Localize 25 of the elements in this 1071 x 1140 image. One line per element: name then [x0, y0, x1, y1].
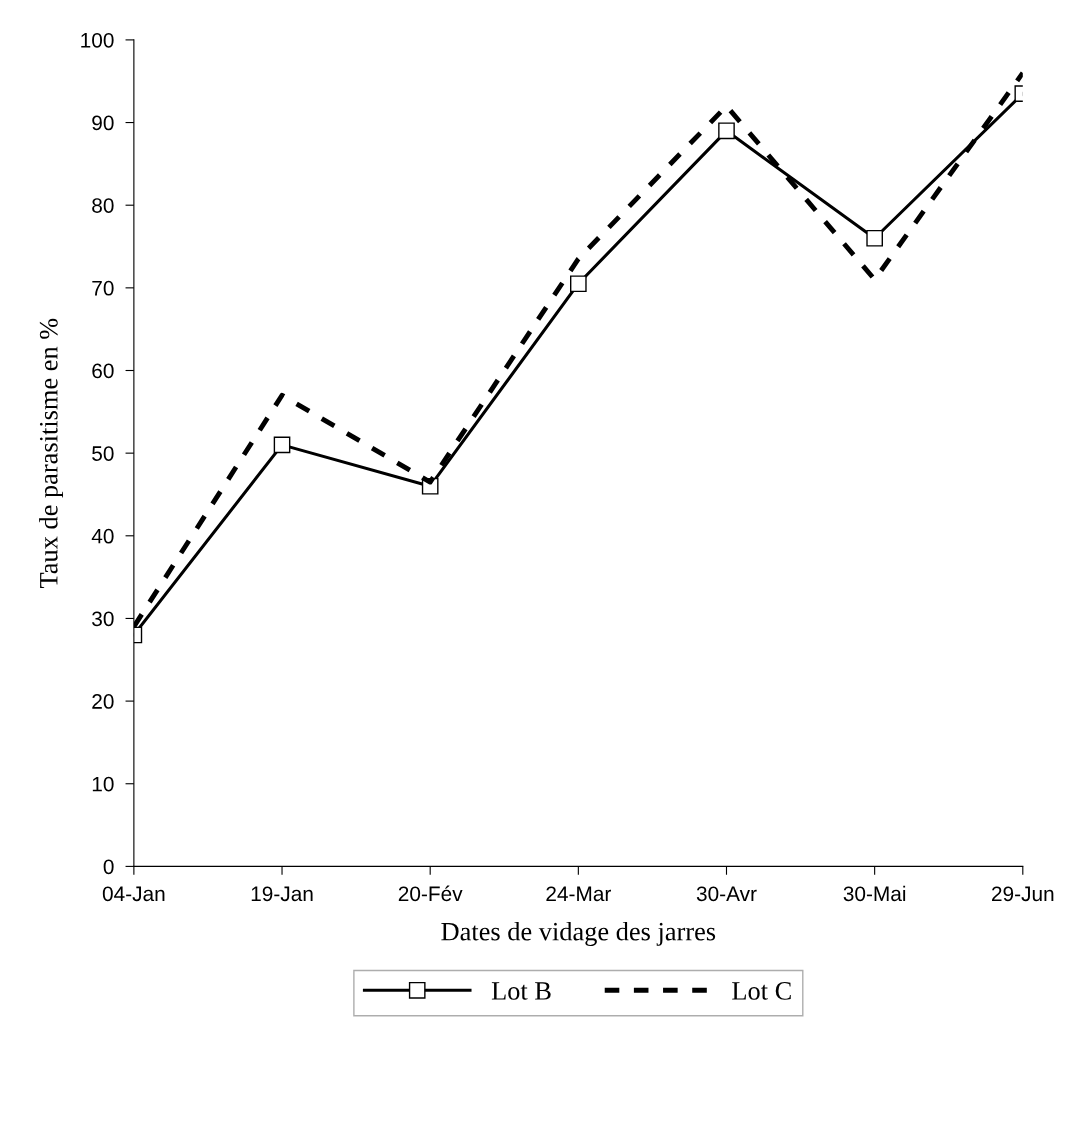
x-tick-label: 29-Jun	[992, 886, 1054, 902]
y-tick-label: 10	[92, 776, 114, 792]
y-tick-label: 90	[92, 115, 114, 131]
point	[718, 122, 735, 140]
y-tick-label: 30	[92, 611, 114, 627]
y-tick-label: 40	[91, 528, 114, 544]
x-axis-title: Dates de vidage des jarres	[441, 921, 716, 946]
legend-label: Lot C	[732, 982, 791, 1000]
x-tick-label: 30-Mai	[843, 885, 906, 902]
point	[570, 275, 587, 293]
y-tick-label: 80	[92, 198, 114, 213]
y-tick-label: 100	[81, 32, 114, 48]
x-tick-label: 30-Avr	[696, 886, 757, 902]
y-tick-label: 20	[92, 694, 114, 709]
x-tick-label: 19-Jan	[251, 886, 313, 902]
y-tick-label: 0	[103, 859, 114, 875]
point	[866, 229, 883, 247]
y-tick-label: 70	[92, 280, 114, 296]
legend-label: Lot B	[491, 982, 551, 1000]
x-tick-label: 20-Fév	[398, 885, 463, 902]
y-tick-label: 60	[92, 363, 114, 379]
y-axis-title: Taux de parasitisme en %	[39, 318, 64, 589]
x-tick-label: 04-Jan	[102, 886, 165, 902]
x-tick-label: 24-Mar	[546, 886, 611, 902]
y-tick-label: 50	[92, 446, 114, 461]
